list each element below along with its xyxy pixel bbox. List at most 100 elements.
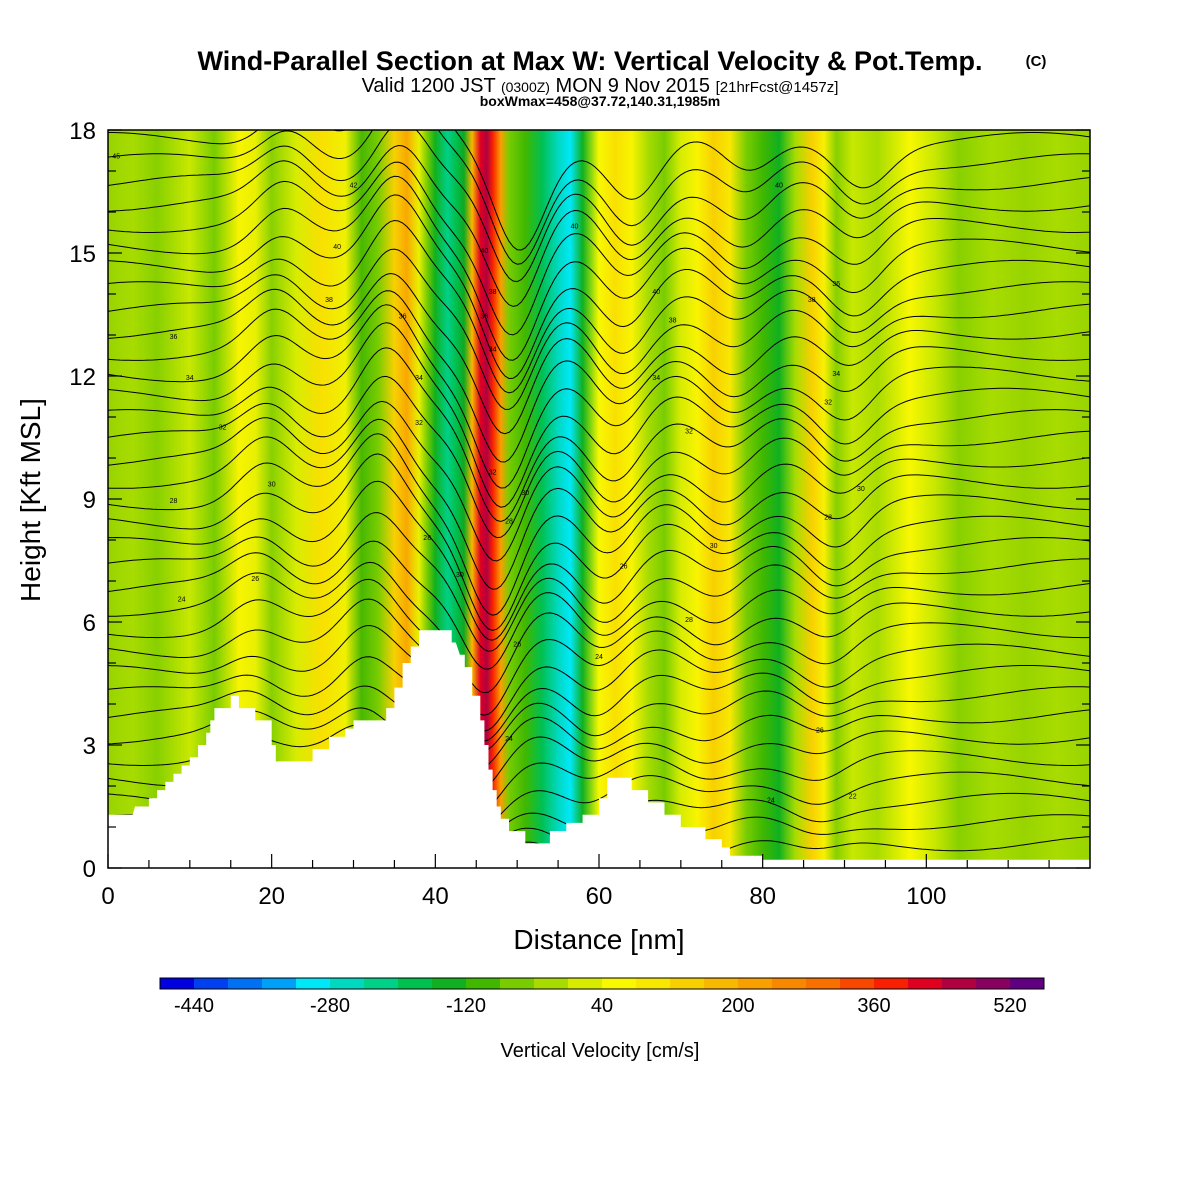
- contour-label: 30: [521, 490, 529, 497]
- contour-label: 28: [824, 515, 832, 522]
- contour-label: 36: [399, 314, 407, 321]
- isentrope-line: [108, 707, 1090, 793]
- colorbar-tick-label: -120: [446, 995, 486, 1017]
- colorbar-swatch: [330, 978, 365, 989]
- colorbar-swatch: [772, 978, 807, 989]
- contour-label: 24: [767, 797, 775, 804]
- contour-label: 36: [170, 334, 178, 341]
- contour-label: 32: [219, 424, 227, 431]
- subtitle-zulu: (0300Z): [501, 79, 550, 95]
- contour-label: 26: [513, 642, 521, 649]
- y-axis-title: Height [Kft MSL]: [15, 398, 46, 602]
- colorbar-swatch: [942, 978, 977, 989]
- isentrope-line: [108, 685, 1090, 770]
- contour-label: 28: [423, 535, 431, 542]
- contour-label: 34: [652, 375, 660, 382]
- isentrope-line: [108, 130, 1090, 283]
- isentrope-line: [108, 144, 1090, 307]
- colorbar-swatch: [568, 978, 603, 989]
- contour-label: 30: [268, 482, 276, 489]
- colorbar-swatch: [636, 978, 671, 989]
- subtitle-box: boxWmax=458@37.72,140.31,1985m: [480, 93, 721, 109]
- colorbar-tick-label: 520: [993, 995, 1026, 1017]
- y-tick-label: 18: [69, 118, 96, 145]
- contour-label: 26: [620, 564, 628, 571]
- y-tick-label: 9: [83, 487, 96, 514]
- contour-label: 45: [112, 154, 120, 161]
- isentrope-line: [108, 512, 1090, 652]
- colorbar-tick-label: 360: [857, 995, 890, 1017]
- subtitle-forecast: [21hrFcst@1457z]: [716, 79, 839, 96]
- isentrope-line: [108, 290, 1090, 463]
- copyright-mark: (C): [1026, 53, 1047, 70]
- colorbar-swatch: [262, 978, 297, 989]
- colorbar-swatch: [738, 978, 773, 989]
- colorbar-tick-label: -280: [310, 995, 350, 1017]
- contour-label: 24: [505, 736, 513, 743]
- chart-subtitle: Valid 1200 JST (0300Z) MON 9 Nov 2015 [2…: [362, 75, 839, 97]
- x-axis-title: Distance [nm]: [513, 924, 684, 955]
- colorbar-swatch: [398, 978, 433, 989]
- colorbar-tick-label: -440: [174, 995, 214, 1017]
- colorbar-tick-label: 200: [721, 995, 754, 1017]
- isentrope-line: [108, 433, 1090, 616]
- colorbar-swatch: [194, 978, 229, 989]
- y-tick-label: 6: [83, 610, 96, 637]
- contour-label: 40: [652, 289, 660, 296]
- contour-label: 40: [775, 182, 783, 189]
- contour-label: 26: [816, 728, 824, 735]
- contour-labels: 45 42 40 38 36 36 34 32 34 32 30 28 26 24 28 30 40 38 36 34…: [112, 154, 865, 805]
- isentrope-line: [108, 375, 1090, 539]
- isentrope-line: [108, 400, 1090, 562]
- subtitle-date: MON 9 Nov 2015: [556, 75, 711, 97]
- isentrope-line: [108, 130, 1090, 265]
- contour-label: 26: [251, 576, 259, 583]
- colorbar-swatch: [840, 978, 875, 989]
- y-tick-label: 0: [83, 856, 96, 883]
- contour-label: 36: [832, 281, 840, 288]
- colorbar-swatch: [534, 978, 569, 989]
- colorbar-swatch: [364, 978, 399, 989]
- isentrope-line: [108, 130, 1090, 251]
- contour-label: 40: [571, 223, 579, 230]
- contour-label: 30: [456, 572, 464, 579]
- isentrope-line: [108, 322, 1090, 508]
- y-tick-label: 12: [69, 364, 96, 391]
- contour-label: 36: [481, 314, 489, 321]
- colorbar-swatch: [466, 978, 501, 989]
- subtitle-valid: Valid 1200 JST: [362, 75, 496, 97]
- isentrope-line: [108, 418, 1090, 590]
- contour-label: 30: [710, 543, 718, 550]
- isentrope-line: [108, 272, 1090, 435]
- colorbar-swatch: [704, 978, 739, 989]
- contour-label: 38: [808, 297, 816, 304]
- x-tick-label: 100: [906, 883, 946, 910]
- y-tick-label: 3: [83, 733, 96, 760]
- contour-label: 24: [178, 597, 186, 604]
- contour-label: 38: [325, 297, 333, 304]
- x-axis: 0 20 40 60 80 100: [101, 854, 1050, 910]
- isentrope-line: [108, 540, 1090, 670]
- isentrope-line: [108, 656, 1090, 753]
- isentrope-line: [108, 219, 1090, 394]
- x-tick-label: 20: [258, 883, 285, 910]
- y-tick-label: 15: [69, 241, 96, 268]
- isentrope-line: [108, 194, 1090, 380]
- terrain-mask: [108, 630, 1090, 868]
- isentrope-line: [108, 598, 1090, 732]
- chart-title: Wind-Parallel Section at Max W: Vertical…: [198, 46, 983, 76]
- colorbar-swatch: [806, 978, 841, 989]
- contour-label: 32: [824, 400, 832, 407]
- colorbar-swatch: [296, 978, 331, 989]
- isentrope-line: [108, 248, 1090, 410]
- isentrope-line: [108, 624, 1090, 742]
- contour-label: 38: [489, 289, 497, 296]
- contour-label: 42: [350, 182, 358, 189]
- x-tick-label: 60: [586, 883, 613, 910]
- isentrope-line: [108, 561, 1090, 694]
- contour-label: 32: [489, 469, 497, 476]
- isentrope-line: [108, 161, 1090, 336]
- x-tick-label: 0: [101, 883, 114, 910]
